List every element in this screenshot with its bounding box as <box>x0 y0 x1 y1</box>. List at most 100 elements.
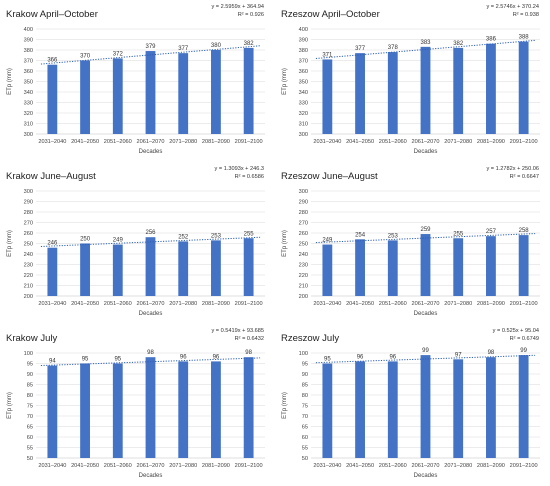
data-label: 377 <box>178 46 189 52</box>
data-label: 95 <box>82 357 89 363</box>
bar <box>112 244 123 296</box>
data-label: 253 <box>211 233 222 239</box>
chart-title: Krakow July <box>6 333 57 344</box>
chart-svg: Krakow April–October y = 2.5959x + 364.94… <box>6 4 265 155</box>
chart-title: Krakow June–August <box>6 171 96 182</box>
data-label: 246 <box>47 241 58 247</box>
x-tick-label: 2061–2070 <box>137 463 165 469</box>
chart-rzeszow-june-august: Rzeszow June–August y = 1.2782x + 250.06 R… <box>275 162 550 324</box>
y-tick-label: 100 <box>24 351 33 357</box>
trendline <box>40 236 261 247</box>
bar <box>47 365 58 458</box>
chart-title: Rzeszow April–October <box>281 9 380 20</box>
bar <box>486 236 496 296</box>
y-tick-label: 260 <box>24 231 33 237</box>
bar <box>243 357 254 458</box>
data-label: 249 <box>113 238 124 244</box>
trendline-r2: R² = 0.6432 <box>235 336 264 342</box>
data-label: 254 <box>355 232 366 238</box>
bar <box>453 47 464 134</box>
y-tick-label: 270 <box>299 221 308 227</box>
bar <box>387 361 398 458</box>
data-label: 94 <box>49 359 56 365</box>
data-label: 370 <box>80 54 91 60</box>
data-label: 378 <box>388 45 399 51</box>
x-tick-label: 2061–2070 <box>412 139 440 145</box>
bar <box>322 244 333 296</box>
data-label: 99 <box>520 348 527 354</box>
bar <box>322 363 333 458</box>
data-label: 249 <box>322 238 333 244</box>
data-label: 379 <box>145 44 156 50</box>
x-tick-label: 2081–2090 <box>202 463 230 469</box>
x-tick-label: 2091–2100 <box>235 139 263 145</box>
y-tick-label: 330 <box>299 101 308 107</box>
data-label: 255 <box>244 231 255 237</box>
y-tick-label: 240 <box>24 252 33 258</box>
y-tick-label: 340 <box>299 90 308 96</box>
x-tick-label: 2051–2060 <box>379 301 407 307</box>
x-tick-label: 2051–2060 <box>104 301 132 307</box>
y-tick-label: 55 <box>302 446 308 452</box>
bar <box>112 363 123 458</box>
y-tick-label: 55 <box>27 446 33 452</box>
chart-title: Rzeszow June–August <box>281 171 378 182</box>
data-label: 96 <box>389 354 396 360</box>
x-tick-label: 2071–2080 <box>444 139 472 145</box>
x-tick-label: 2051–2060 <box>379 139 407 145</box>
y-tick-label: 200 <box>299 294 308 300</box>
x-tick-label: 2081–2090 <box>202 139 230 145</box>
y-tick-label: 260 <box>299 231 308 237</box>
x-axis-label: Decades <box>414 149 438 155</box>
y-tick-label: 60 <box>27 435 33 441</box>
data-label: 95 <box>114 357 121 363</box>
trendline-equation: y = 0.5419x + 93.685 <box>211 328 264 334</box>
y-axis-label: ETp (mm) <box>7 68 13 95</box>
chart-krakow-april-october: Krakow April–October y = 2.5959x + 364.94… <box>0 0 275 162</box>
x-tick-label: 2071–2080 <box>169 463 197 469</box>
x-tick-label: 2041–2050 <box>71 463 99 469</box>
y-tick-label: 65 <box>302 425 308 431</box>
y-tick-label: 80 <box>302 393 308 399</box>
trendline-equation: y = 1.2782x + 250.06 <box>486 166 539 172</box>
trendline <box>40 357 261 367</box>
x-tick-label: 2031–2040 <box>313 463 341 469</box>
data-label: 382 <box>244 41 255 47</box>
data-label: 95 <box>324 357 331 363</box>
y-tick-label: 380 <box>299 48 308 54</box>
bar <box>211 50 221 134</box>
y-tick-label: 350 <box>24 80 33 86</box>
x-tick-label: 2081–2090 <box>202 301 230 307</box>
bar <box>420 355 431 458</box>
y-tick-label: 50 <box>27 456 33 462</box>
y-tick-label: 380 <box>24 48 33 54</box>
trendline-r2: R² = 0.6647 <box>510 174 539 180</box>
x-tick-label: 2051–2060 <box>379 463 407 469</box>
data-label: 250 <box>80 237 91 243</box>
bar <box>518 41 529 134</box>
data-label: 388 <box>519 35 530 41</box>
y-tick-label: 360 <box>24 69 33 75</box>
x-tick-label: 2041–2050 <box>346 301 374 307</box>
data-label: 372 <box>113 51 124 57</box>
x-tick-label: 2031–2040 <box>313 139 341 145</box>
trendline-r2: R² = 0.6749 <box>510 336 539 342</box>
x-tick-label: 2041–2050 <box>346 463 374 469</box>
bar <box>387 240 398 296</box>
x-tick-label: 2091–2100 <box>235 301 263 307</box>
x-tick-label: 2071–2080 <box>444 301 472 307</box>
y-tick-label: 90 <box>27 372 33 378</box>
bar <box>355 361 365 458</box>
y-tick-label: 330 <box>24 101 33 107</box>
bar <box>145 237 156 296</box>
x-tick-label: 2071–2080 <box>444 463 472 469</box>
x-tick-label: 2061–2070 <box>412 301 440 307</box>
y-tick-label: 290 <box>24 200 33 206</box>
chart-title: Rzeszow July <box>281 333 339 344</box>
bar <box>420 46 431 134</box>
trendline <box>315 233 536 244</box>
y-axis-label: ETp (mm) <box>282 392 288 419</box>
trendline <box>40 45 261 65</box>
data-label: 252 <box>178 234 189 240</box>
bar <box>80 243 90 296</box>
